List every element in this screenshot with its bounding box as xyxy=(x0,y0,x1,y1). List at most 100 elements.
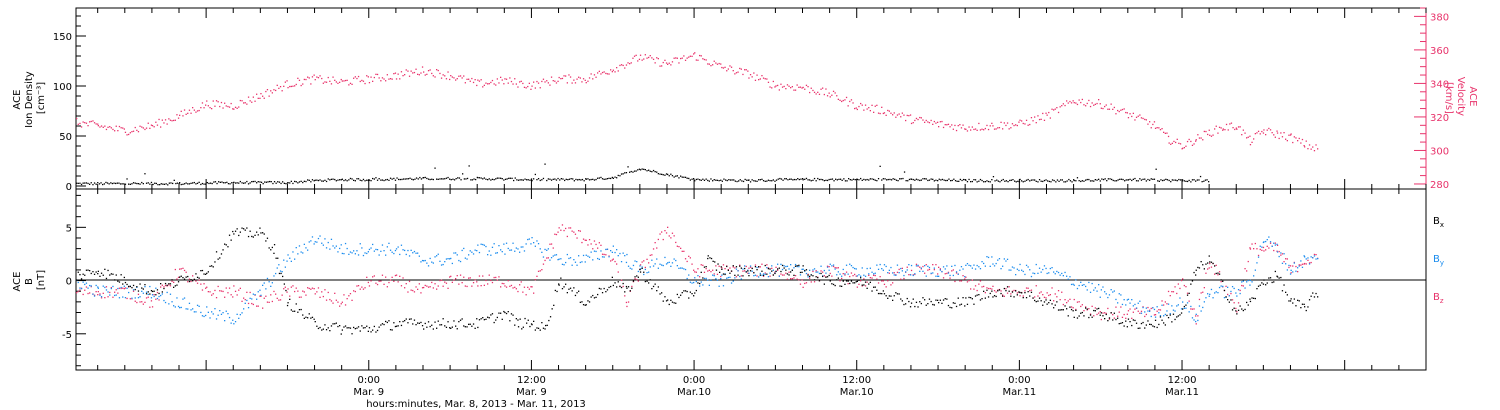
ion-density-point xyxy=(1032,179,1034,181)
velocity-point xyxy=(251,101,253,103)
bz-point xyxy=(234,290,237,292)
by-point xyxy=(573,259,575,261)
velocity-point xyxy=(756,74,758,76)
bz-point xyxy=(707,270,709,272)
velocity-point xyxy=(373,76,375,79)
bz-point xyxy=(616,263,618,265)
bz-point xyxy=(850,272,853,274)
ion-density-point xyxy=(748,179,750,181)
ion-density-point xyxy=(1157,180,1159,182)
by-point xyxy=(1066,275,1068,277)
ion-density-point xyxy=(457,177,459,179)
ion-density-point xyxy=(200,183,202,186)
by-point xyxy=(307,249,309,251)
by-point xyxy=(1135,307,1138,309)
by-point xyxy=(695,280,697,283)
velocity-point xyxy=(566,82,568,84)
velocity-point xyxy=(877,112,880,114)
by-point xyxy=(225,310,227,312)
by-point xyxy=(85,282,88,284)
by-point xyxy=(995,262,997,265)
ion-density-point xyxy=(798,178,800,181)
ion-density-point xyxy=(398,178,400,181)
ion-density-point xyxy=(935,179,937,181)
velocity-point xyxy=(601,71,604,74)
bx-point xyxy=(545,324,547,327)
bx-point xyxy=(1108,317,1111,319)
velocity-point xyxy=(440,77,443,79)
by-point xyxy=(271,282,273,284)
bx-point xyxy=(922,297,924,299)
velocity-point xyxy=(697,59,699,61)
bz-point xyxy=(541,269,543,271)
bz-point xyxy=(472,282,475,284)
bx-point xyxy=(529,325,531,328)
ion-density-point xyxy=(498,177,500,179)
velocity-point xyxy=(205,104,207,106)
by-point xyxy=(252,293,254,295)
bx-point xyxy=(1089,314,1092,316)
bx-point xyxy=(332,323,334,325)
bx-point xyxy=(691,293,693,295)
ion-density-point xyxy=(922,178,924,180)
bz-point xyxy=(1205,272,1207,274)
by-point xyxy=(864,275,867,277)
velocity-point xyxy=(423,71,425,73)
bx-point xyxy=(869,281,871,283)
bx-point xyxy=(436,327,438,329)
bx-point xyxy=(576,292,578,294)
bx-point xyxy=(712,260,714,262)
bx-point xyxy=(947,304,950,307)
bx-point xyxy=(93,273,96,275)
by-point xyxy=(1051,267,1053,269)
bz-point xyxy=(1220,281,1222,283)
ion-density-point xyxy=(132,182,135,184)
by-point xyxy=(179,307,181,309)
by-point xyxy=(510,249,513,251)
bx-point xyxy=(693,295,695,297)
bz-point xyxy=(587,244,589,246)
ion-density-point xyxy=(838,178,840,180)
bx-point xyxy=(855,281,857,283)
bx-point xyxy=(1062,309,1064,311)
by-point xyxy=(153,295,155,298)
bz-point xyxy=(959,280,961,282)
ion-density-point xyxy=(542,177,545,180)
bx-point xyxy=(1283,284,1285,286)
bz-point xyxy=(590,243,592,245)
bx-point xyxy=(622,282,624,285)
bz-point xyxy=(939,268,941,270)
by-point xyxy=(1182,301,1184,303)
velocity-point xyxy=(1035,122,1037,124)
by-point xyxy=(483,244,485,246)
ion-density-point xyxy=(1181,180,1183,182)
by-point xyxy=(959,269,961,271)
ion-density-point xyxy=(1127,179,1130,181)
by-point xyxy=(1161,304,1163,306)
bx-point xyxy=(89,270,91,272)
velocity-point xyxy=(633,55,636,57)
bx-point xyxy=(798,264,800,266)
velocity-point xyxy=(1210,135,1213,137)
bz-point xyxy=(1231,299,1234,301)
by-point xyxy=(461,249,463,252)
ion-density-point xyxy=(585,178,587,180)
by-point xyxy=(560,258,562,260)
bz-point xyxy=(1169,295,1171,297)
bx-point xyxy=(376,329,379,332)
velocity-point xyxy=(758,79,760,81)
by-point xyxy=(324,238,326,240)
bz-point xyxy=(1030,289,1033,291)
velocity-point xyxy=(504,78,506,80)
by-point xyxy=(1085,285,1087,288)
ion-density-point xyxy=(767,179,770,181)
ion-density-point xyxy=(295,181,297,183)
bz-point xyxy=(965,276,967,278)
bz-point xyxy=(1064,299,1066,301)
bx-point xyxy=(1172,313,1175,315)
velocity-point xyxy=(1247,136,1249,138)
ion-density-point xyxy=(495,178,497,180)
velocity-point xyxy=(955,129,958,132)
velocity-point xyxy=(905,119,907,122)
ion-density-point xyxy=(380,179,382,181)
